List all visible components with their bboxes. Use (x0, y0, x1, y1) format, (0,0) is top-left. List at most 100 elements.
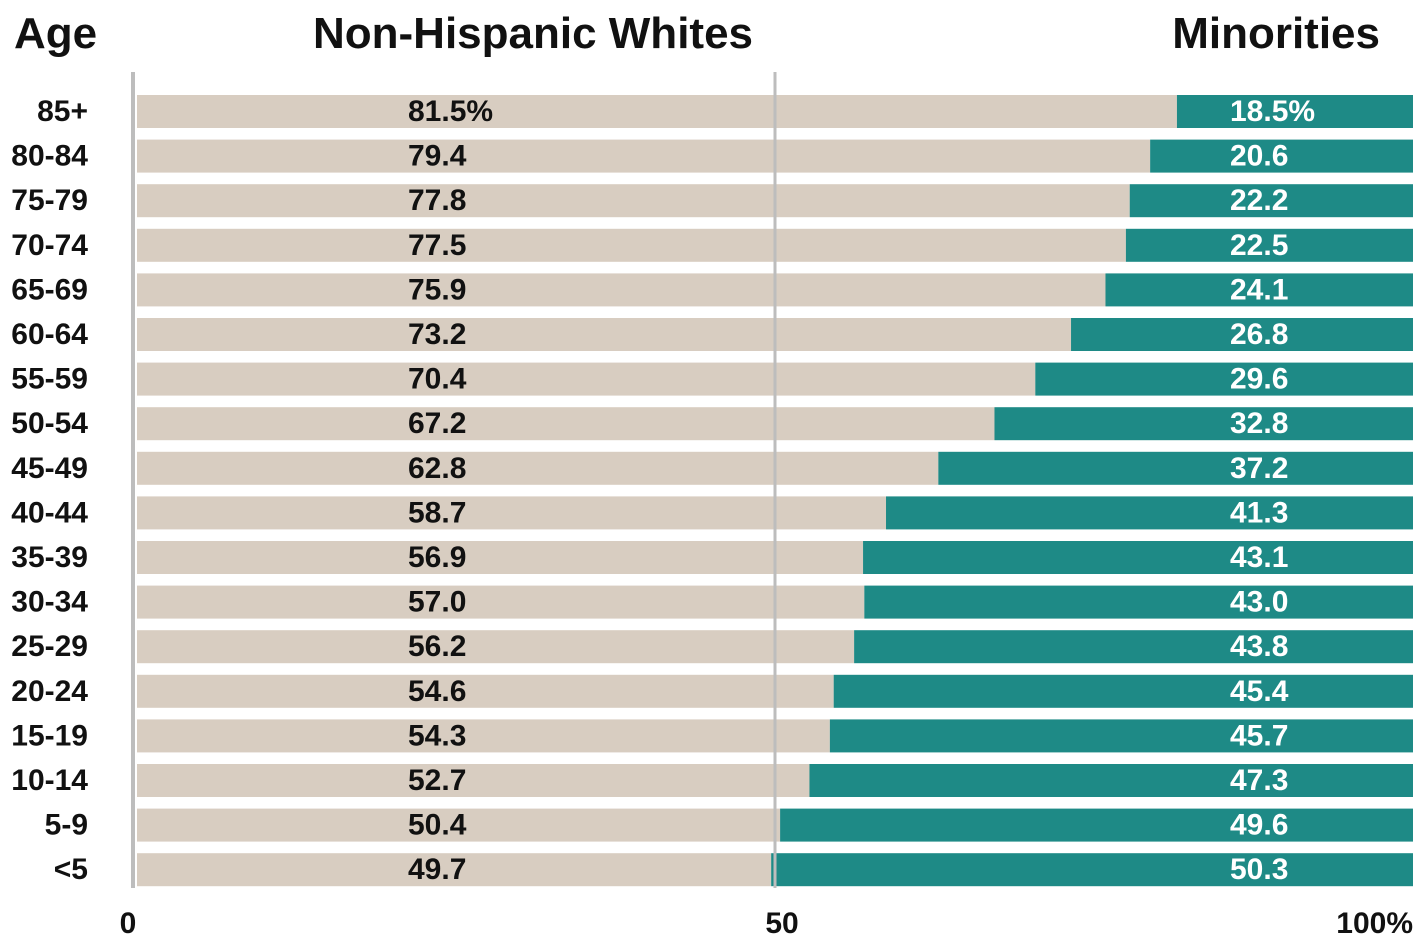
whites-bar (137, 585, 865, 619)
minorities-value-label: 43.0 (1230, 586, 1288, 619)
whites-bar (137, 808, 781, 842)
whites-value-label: 50.4 (408, 809, 467, 842)
age-label: <5 (54, 853, 88, 886)
whites-bar (137, 630, 855, 664)
age-header: Age (14, 9, 97, 58)
minorities-value-label: 43.1 (1230, 541, 1288, 574)
minorities-value-label: 41.3 (1230, 496, 1288, 529)
minorities-bar (854, 630, 1413, 664)
minorities-value-label: 43.8 (1230, 630, 1288, 663)
age-label: 70-74 (11, 229, 88, 262)
minorities-bar (864, 585, 1413, 619)
minorities-bar (1125, 228, 1413, 262)
whites-value-label: 56.2 (408, 630, 466, 663)
minorities-bar (1150, 139, 1413, 173)
minorities-value-label: 45.4 (1230, 675, 1289, 708)
age-label: 35-39 (11, 541, 88, 574)
minorities-bar (994, 407, 1413, 441)
whites-bar (137, 541, 864, 574)
age-label: 50-54 (11, 407, 88, 440)
minorities-value-label: 20.6 (1230, 140, 1288, 173)
minorities-bar (1035, 362, 1413, 396)
bars-group: 85+ 81.5% 18.5% 80-84 79.4 20.6 75-79 77.8 22.2 7… (11, 95, 1413, 887)
minorities-bar (809, 764, 1413, 797)
whites-value-label: 79.4 (408, 140, 467, 173)
age-label: 55-59 (11, 363, 88, 396)
whites-header: Non-Hispanic Whites (313, 9, 753, 58)
minorities-value-label: 18.5% (1230, 95, 1315, 128)
whites-bar (137, 451, 939, 485)
whites-bar (137, 853, 772, 887)
minorities-bar (771, 853, 1413, 887)
axes-group: 0 50 100% (120, 72, 1413, 940)
age-label: 40-44 (11, 496, 88, 529)
whites-value-label: 73.2 (408, 318, 466, 351)
whites-bar (137, 496, 887, 530)
minorities-bar (780, 808, 1413, 842)
whites-bar (137, 228, 1126, 262)
whites-value-label: 54.6 (408, 675, 466, 708)
minorities-value-label: 32.8 (1230, 407, 1288, 440)
minorities-value-label: 49.6 (1230, 809, 1288, 842)
age-label: 45-49 (11, 452, 88, 485)
whites-bar (137, 95, 1177, 128)
age-label: 30-34 (11, 586, 88, 619)
whites-value-label: 70.4 (408, 363, 467, 396)
minorities-header: Minorities (1172, 9, 1380, 58)
minorities-bar (938, 451, 1413, 485)
minorities-bar (1071, 318, 1413, 351)
minorities-bar (833, 674, 1413, 708)
minorities-bar (829, 719, 1413, 753)
age-label: 75-79 (11, 184, 88, 217)
whites-value-label: 77.5 (408, 229, 466, 262)
x-tick-label: 100% (1336, 907, 1413, 937)
whites-value-label: 81.5% (408, 95, 493, 128)
whites-value-label: 77.8 (408, 184, 466, 217)
age-label: 65-69 (11, 273, 88, 306)
x-tick-label: 50 (765, 907, 798, 937)
minorities-value-label: 47.3 (1230, 764, 1288, 797)
minorities-bar (1105, 273, 1413, 307)
whites-value-label: 52.7 (408, 764, 466, 797)
whites-bar (137, 362, 1036, 396)
whites-value-label: 49.7 (408, 853, 466, 886)
whites-bar (137, 184, 1130, 218)
whites-bar (137, 407, 995, 441)
minorities-bar (863, 541, 1413, 574)
minorities-value-label: 50.3 (1230, 853, 1288, 886)
whites-value-label: 62.8 (408, 452, 466, 485)
minorities-value-label: 29.6 (1230, 363, 1288, 396)
age-label: 25-29 (11, 630, 88, 663)
minorities-value-label: 24.1 (1230, 273, 1288, 306)
minorities-value-label: 22.2 (1230, 184, 1288, 217)
age-label: 10-14 (11, 764, 88, 797)
whites-value-label: 57.0 (408, 586, 466, 619)
minorities-value-label: 45.7 (1230, 719, 1288, 752)
age-label: 20-24 (11, 675, 88, 708)
whites-value-label: 56.9 (408, 541, 466, 574)
x-tick-label: 0 (120, 907, 137, 937)
whites-value-label: 75.9 (408, 273, 466, 306)
minorities-bar (1176, 95, 1413, 128)
whites-bar (137, 139, 1151, 173)
whites-bar (137, 719, 830, 753)
whites-bar (137, 674, 834, 708)
age-label: 15-19 (11, 719, 88, 752)
whites-value-label: 58.7 (408, 496, 466, 529)
minorities-value-label: 22.5 (1230, 229, 1288, 262)
age-label: 80-84 (11, 140, 88, 173)
whites-bar (137, 273, 1106, 307)
age-label: 85+ (37, 95, 88, 128)
minorities-value-label: 37.2 (1230, 452, 1288, 485)
whites-value-label: 54.3 (408, 719, 466, 752)
age-label: 60-64 (11, 318, 88, 351)
minorities-bar (1129, 184, 1413, 218)
whites-value-label: 67.2 (408, 407, 466, 440)
minorities-value-label: 26.8 (1230, 318, 1288, 351)
age-label: 5-9 (45, 809, 88, 842)
minorities-bar (886, 496, 1413, 530)
whites-bar (137, 764, 810, 797)
whites-bar (137, 318, 1072, 351)
